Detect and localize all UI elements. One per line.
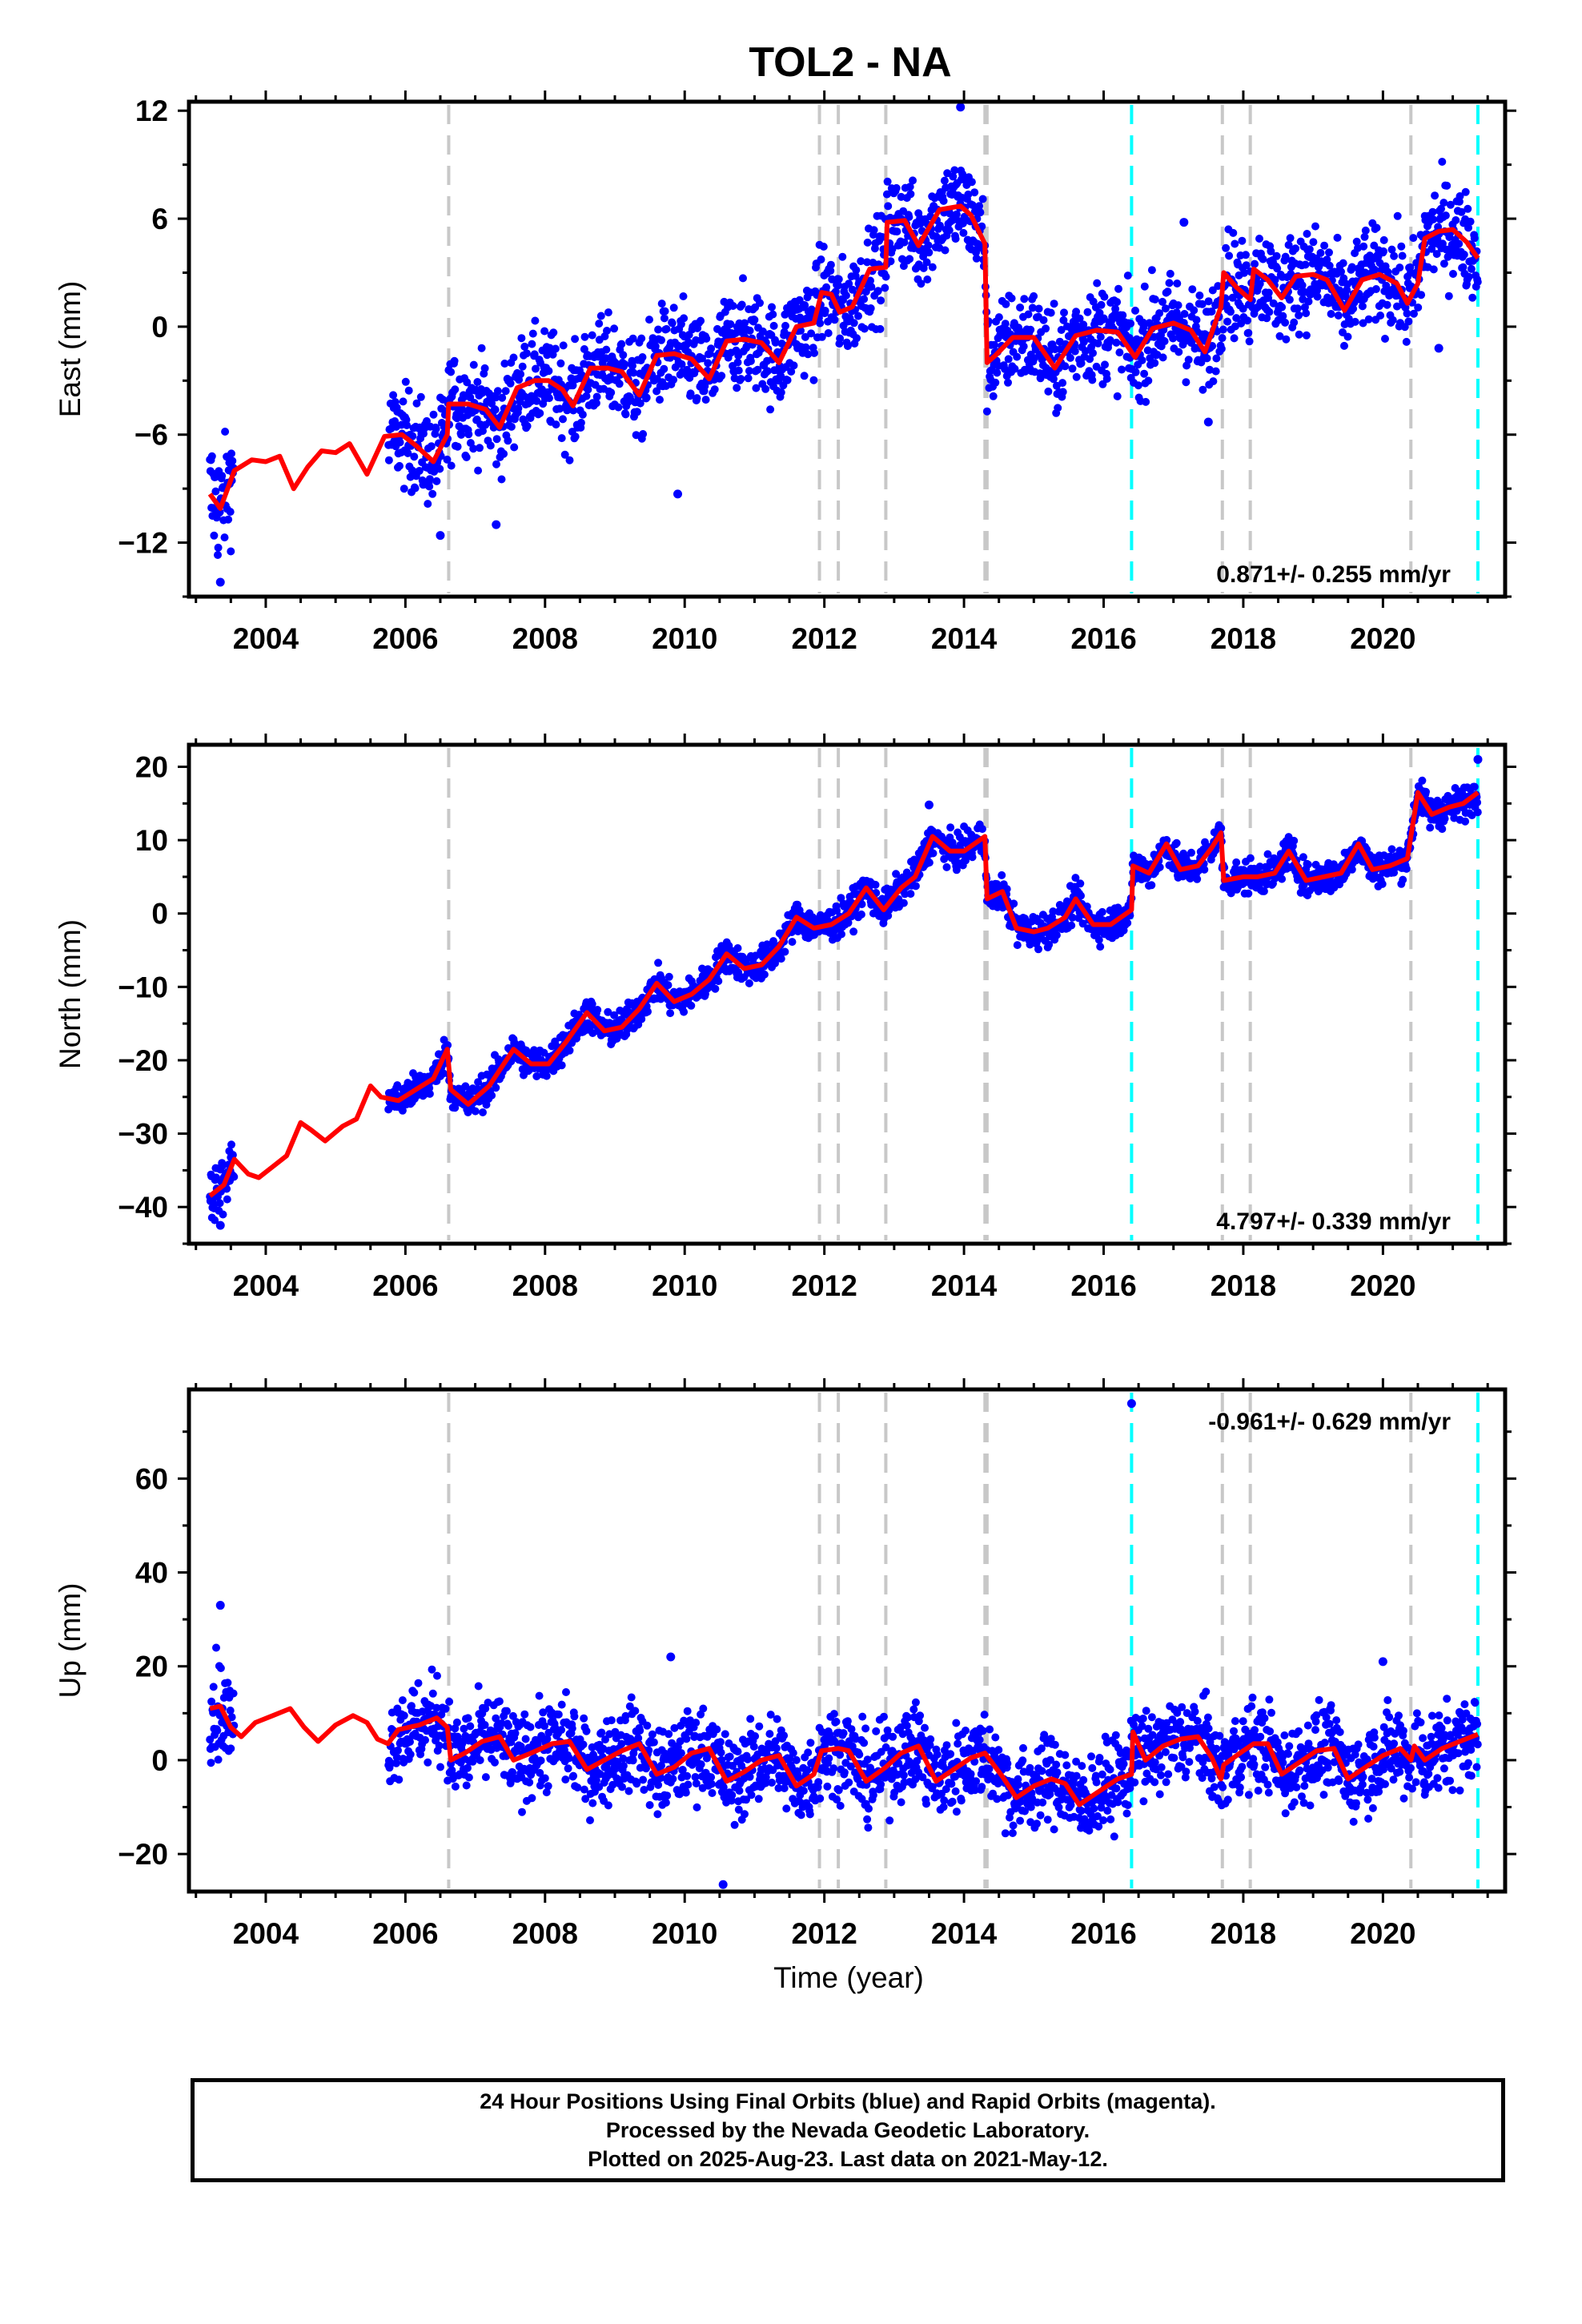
- x-tick-label: 2004: [233, 1269, 299, 1302]
- y-tick-label: −6: [135, 419, 168, 452]
- x-tick-label: 2018: [1211, 1269, 1276, 1302]
- data-points: [206, 103, 1482, 587]
- x-tick-label: 2020: [1350, 622, 1415, 655]
- y-axis-label: East (mm): [54, 281, 86, 418]
- y-tick-label: 20: [135, 750, 168, 783]
- outlier-point: [215, 1601, 225, 1610]
- y-axis-label: North (mm): [54, 919, 86, 1069]
- y-tick-label: 6: [151, 203, 168, 235]
- plot-frame: [187, 1387, 1508, 1894]
- y-tick-label: 60: [135, 1462, 168, 1495]
- x-tick-label: 2014: [931, 1917, 998, 1950]
- panel-up: 2004 2006 2008 2010 2012 2014 2016 2018 2020 60 40…: [54, 1378, 1516, 1950]
- panel-north: 2004 2006 2008 2010 2012 2014 2016 2018 20202010…: [54, 734, 1516, 1302]
- plot-frame: [187, 742, 1508, 1246]
- x-tick-label: 2006: [372, 622, 438, 655]
- x-tick-label: 2004: [233, 622, 299, 655]
- x-tick-label: 2018: [1211, 622, 1276, 655]
- outlier-point: [666, 1652, 676, 1662]
- x-tick-label: 2006: [372, 1917, 438, 1950]
- outlier-point: [718, 1880, 728, 1889]
- plot-frame: [187, 99, 1508, 599]
- y-axis-label: Up (mm): [54, 1583, 86, 1699]
- outlier-point: [1473, 754, 1483, 764]
- x-tick-label: 2010: [652, 1917, 717, 1950]
- x-tick-label: 2020: [1350, 1917, 1415, 1950]
- figure-title: TOL2 - NA: [749, 39, 951, 86]
- rate-label: 4.797+/- 0.339 mm/yr: [1216, 1208, 1451, 1235]
- x-tick-label: 2014: [931, 622, 998, 655]
- outlier-point: [1434, 344, 1443, 353]
- rate-label: 0.871+/- 0.255 mm/yr: [1216, 561, 1451, 588]
- y-tick-label: 20: [135, 1651, 168, 1683]
- x-tick-label: 2016: [1070, 1269, 1136, 1302]
- y-tick-label: −12: [118, 527, 168, 560]
- x-tick-label: 2016: [1070, 1917, 1136, 1950]
- outlier-point: [492, 520, 501, 529]
- x-tick-label: 2020: [1350, 1269, 1415, 1302]
- data-points: [206, 1399, 1482, 1889]
- x-tick-label: 2008: [512, 1269, 578, 1302]
- daily-position-points: [206, 776, 1482, 1224]
- x-tick-label: 2012: [791, 1917, 857, 1950]
- x-tick-label: 2004: [233, 1917, 299, 1950]
- model-fit-line: [208, 790, 1480, 1198]
- footer-line-1: 24 Hour Positions Using Final Orbits (bl…: [480, 2089, 1216, 2113]
- footer-line-3: Plotted on 2025-Aug-23. Last data on 202…: [588, 2147, 1108, 2171]
- x-tick-label: 2014: [931, 1269, 998, 1302]
- y-tick-label: 10: [135, 824, 168, 857]
- daily-position-points: [206, 1643, 1482, 1841]
- x-tick-label: 2018: [1211, 1917, 1276, 1950]
- x-tick-label: 2008: [512, 1917, 578, 1950]
- outlier-point: [673, 489, 683, 499]
- x-tick-label: 2010: [652, 622, 717, 655]
- outlier-point: [924, 800, 934, 810]
- x-tick-label: 2016: [1070, 622, 1136, 655]
- outlier-point: [1179, 218, 1189, 227]
- outlier-point: [1126, 1399, 1136, 1409]
- model-fit-line: [209, 1703, 1480, 1807]
- y-tick-label: 0: [151, 898, 168, 931]
- y-tick-label: −30: [118, 1118, 168, 1151]
- data-points: [206, 754, 1483, 1230]
- outlier-point: [1203, 417, 1213, 427]
- model-fit-line: [207, 203, 1480, 511]
- rate-label: -0.961+/- 0.629 mm/yr: [1208, 1409, 1451, 1435]
- outlier-point: [436, 531, 445, 541]
- y-tick-label: 0: [151, 311, 168, 344]
- x-tick-label: 2012: [791, 622, 857, 655]
- y-tick-label: 12: [135, 94, 168, 127]
- y-tick-label: 40: [135, 1557, 168, 1590]
- x-axis-label: Time (year): [773, 1961, 924, 1994]
- y-tick-label: −40: [118, 1191, 168, 1224]
- y-tick-label: −20: [118, 1044, 168, 1077]
- y-tick-label: −20: [118, 1838, 168, 1871]
- footer-info-box: 24 Hour Positions Using Final Orbits (bl…: [191, 2078, 1505, 2182]
- panel-east: 2004 2006 2008 2010 2012 2014 2016 2018 2020 12 6 0…: [54, 90, 1516, 655]
- x-tick-label: 2010: [652, 1269, 717, 1302]
- y-tick-label: 0: [151, 1744, 168, 1777]
- daily-position-points: [206, 158, 1482, 559]
- outlier-point: [215, 1220, 225, 1230]
- footer-line-2: Processed by the Nevada Geodetic Laborat…: [605, 2118, 1090, 2142]
- outlier-point: [215, 577, 225, 587]
- x-tick-label: 2006: [372, 1269, 438, 1302]
- x-tick-label: 2012: [791, 1269, 857, 1302]
- outlier-point: [956, 103, 966, 112]
- outlier-point: [1378, 1657, 1387, 1667]
- x-tick-label: 2008: [512, 622, 578, 655]
- y-tick-label: −10: [118, 971, 168, 1003]
